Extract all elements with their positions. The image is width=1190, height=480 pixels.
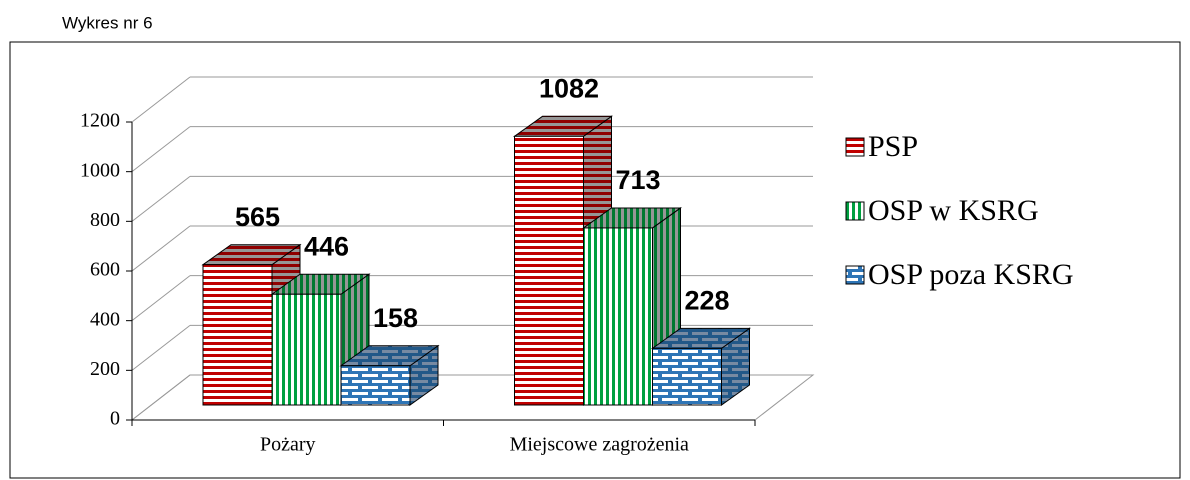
data-label: 713	[615, 165, 660, 195]
bar	[652, 347, 722, 406]
legend-marker	[845, 265, 865, 285]
x-tick-label: Miejscowe zagrożenia	[510, 434, 689, 456]
x-tick-label: Pożary	[260, 434, 316, 456]
grid-line	[131, 175, 191, 222]
data-label: 446	[304, 231, 349, 261]
bar	[514, 135, 584, 406]
y-tick-label: 1200	[80, 110, 120, 132]
grid-line	[131, 275, 191, 322]
legend-marker	[845, 137, 865, 157]
bar	[202, 264, 273, 406]
chart-frame	[9, 41, 1181, 479]
y-tick-label: 600	[90, 259, 120, 281]
y-tick-label: 0	[110, 408, 120, 430]
grid-line	[131, 374, 191, 421]
bar	[340, 365, 411, 406]
y-tick-label: 800	[90, 209, 120, 231]
legend-marker	[845, 201, 865, 221]
legend-label: PSP	[868, 130, 918, 163]
data-label: 565	[235, 202, 280, 232]
bar	[583, 227, 653, 406]
grid-line	[131, 126, 191, 173]
bar	[271, 293, 342, 406]
y-tick-label: 400	[90, 308, 120, 330]
grid-line	[131, 76, 191, 123]
grid-line	[131, 225, 191, 272]
chart-title: Wykres nr 6	[62, 13, 153, 32]
data-label: 158	[373, 303, 418, 333]
y-tick-label: 200	[90, 358, 120, 380]
data-label: 228	[684, 286, 729, 316]
legend-label: OSP w KSRG	[868, 194, 1039, 227]
y-tick-label: 1000	[80, 159, 120, 181]
legend-label: OSP poza KSRG	[868, 258, 1074, 291]
data-label: 1082	[539, 73, 599, 103]
grid-line	[131, 324, 191, 371]
